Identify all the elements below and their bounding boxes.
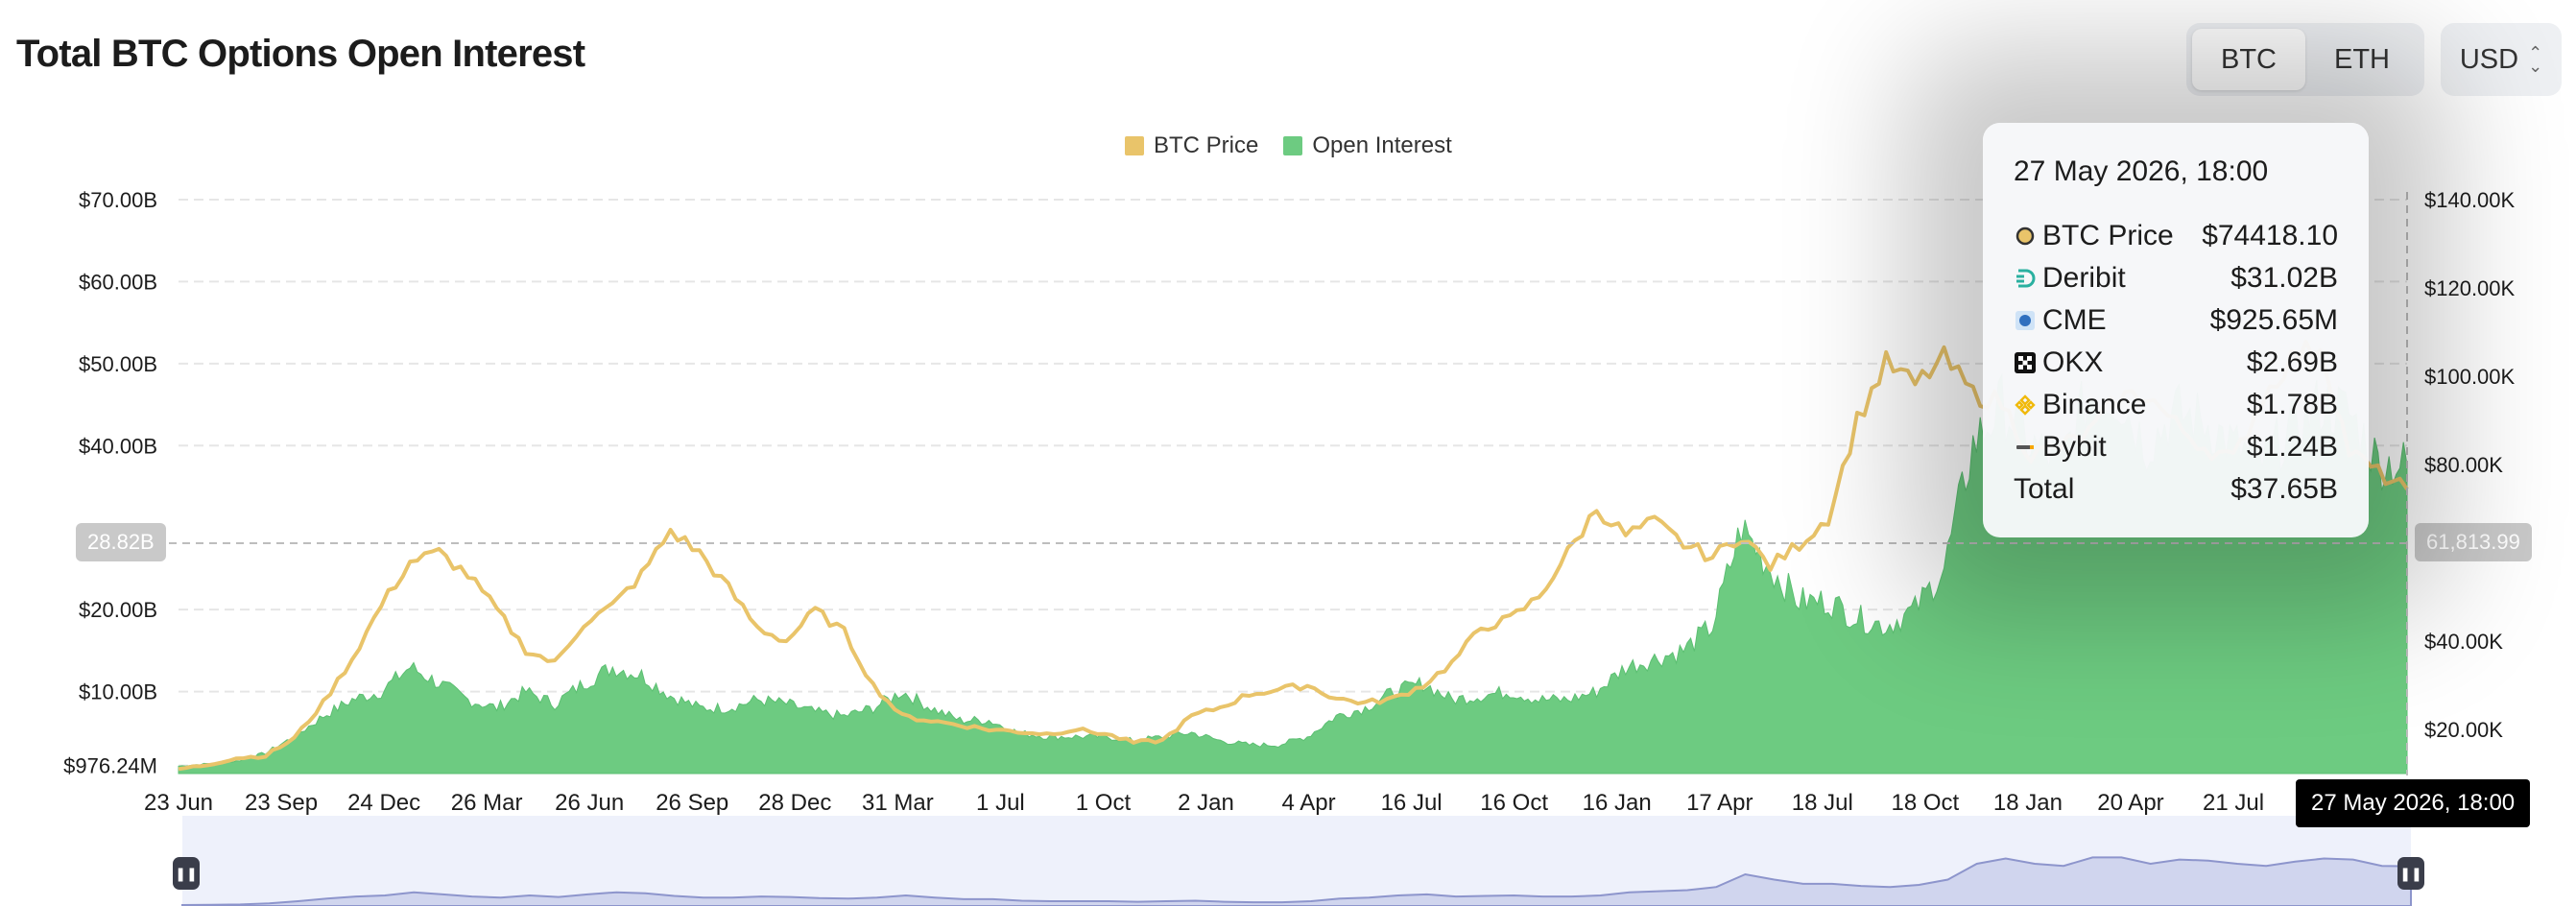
x-tick-label: 18 Jul	[1792, 790, 1853, 816]
tooltip-row-total: Total $37.65B	[2014, 468, 2338, 511]
navigator-line	[181, 856, 2412, 906]
deribit-icon	[2014, 267, 2037, 290]
x-tick-label: 26 Sep	[656, 790, 728, 816]
y-right-tick-label: $120.00K	[2424, 276, 2516, 300]
cme-icon	[2014, 309, 2037, 332]
crosshair-left-value: 28.82B	[76, 523, 166, 561]
tooltip-row-bybit: Bybit $1.24B	[2014, 426, 2338, 468]
x-tick-label: 23 Sep	[245, 790, 318, 816]
tooltip-value: $2.69B	[2246, 346, 2338, 378]
tooltip-label: Deribit	[2042, 262, 2126, 294]
x-tick-label: 28 Dec	[758, 790, 831, 816]
tooltip-label: Total	[2014, 473, 2075, 505]
tooltip-label: Binance	[2042, 389, 2147, 420]
y-left-tick-label: $10.00B	[79, 680, 157, 704]
tooltip-value: $74418.10	[2202, 220, 2338, 251]
x-tick-label: 20 Apr	[2097, 790, 2163, 816]
y-left-tick-label: $70.00B	[79, 188, 157, 212]
x-tick-label: 24 Dec	[347, 790, 420, 816]
x-tick-label: 16 Oct	[1480, 790, 1548, 816]
tooltip-date: 27 May 2026, 18:00	[2014, 155, 2269, 187]
x-tick-label: 2 Jan	[1178, 790, 1234, 816]
x-tick-label: 26 Mar	[451, 790, 523, 816]
tooltip-label: Bybit	[2042, 431, 2107, 463]
tooltip-row-deribit: Deribit $31.02B	[2014, 257, 2338, 299]
bybit-icon	[2014, 436, 2037, 459]
x-tick-label: 16 Jan	[1583, 790, 1652, 816]
chart-tooltip: 27 May 2026, 18:00 BTC Price $74418.10 D…	[1983, 123, 2369, 537]
x-tick-label: 17 Apr	[1686, 790, 1753, 816]
y-left-tick-label: $50.00B	[79, 352, 157, 376]
crosshair-right-value: 61,813.99	[2415, 523, 2532, 561]
y-right-tick-label: $20.00K	[2424, 718, 2503, 742]
asset-option-btc[interactable]: BTC	[2192, 29, 2305, 90]
x-tick-label: 26 Jun	[555, 790, 624, 816]
tooltip-value: $31.02B	[2230, 262, 2338, 294]
tooltip-row-cme: CME $925.65M	[2014, 299, 2338, 342]
x-tick-label: 18 Jan	[1993, 790, 2063, 816]
tooltip-value: $925.65M	[2209, 304, 2338, 336]
x-tick-label: 4 Apr	[1282, 790, 1336, 816]
x-tick-label: 18 Oct	[1892, 790, 1960, 816]
x-tick-label: 1 Jul	[976, 790, 1025, 816]
chart-legend: BTC Price Open Interest	[1125, 132, 1452, 159]
legend-item-open-interest[interactable]: Open Interest	[1283, 132, 1452, 159]
tooltip-label: CME	[2042, 304, 2107, 336]
legend-item-btc-price[interactable]: BTC Price	[1125, 132, 1258, 159]
y-right-tick-label: $140.00K	[2424, 188, 2516, 212]
x-tick-label: 1 Oct	[1076, 790, 1132, 816]
tooltip-row-okx: OKX $2.69B	[2014, 342, 2338, 384]
tooltip-label: BTC Price	[2042, 220, 2174, 251]
okx-icon	[2014, 351, 2037, 374]
tooltip-row-btc-price: BTC Price $74418.10	[2014, 215, 2338, 257]
asset-option-eth[interactable]: ETH	[2334, 43, 2390, 75]
tooltip-value: $1.78B	[2246, 389, 2338, 420]
tooltip-value: $37.65B	[2230, 473, 2338, 505]
navigator-right-handle[interactable]: ❚❚	[2397, 857, 2424, 890]
legend-label-open-interest: Open Interest	[1312, 132, 1452, 158]
chevron-up-down-icon: ⌃ ⌄	[2528, 43, 2543, 76]
x-tick-label: 16 Jul	[1381, 790, 1443, 816]
crosshair-x-label: 27 May 2026, 18:00	[2296, 779, 2531, 827]
y-left-tick-label: $20.00B	[79, 598, 157, 622]
x-tick-label: 23 Jun	[144, 790, 213, 816]
legend-label-btc-price: BTC Price	[1154, 132, 1259, 158]
legend-swatch-open-interest	[1283, 136, 1303, 155]
x-tick-label: 31 Mar	[862, 790, 934, 816]
tooltip-label: OKX	[2042, 346, 2104, 378]
tooltip-value: $1.24B	[2246, 431, 2338, 463]
currency-select[interactable]: USD ⌃ ⌄	[2441, 23, 2562, 96]
btc-price-dot-icon	[2014, 225, 2037, 248]
y-right-tick-label: $100.00K	[2424, 365, 2516, 389]
navigator-background[interactable]	[182, 816, 2411, 906]
x-tick-label: 21 Jul	[2203, 790, 2264, 816]
y-left-tick-label: $976.24M	[63, 754, 157, 778]
navigator-left-handle[interactable]: ❚❚	[173, 857, 200, 890]
page-title: Total BTC Options Open Interest	[16, 33, 585, 75]
binance-icon	[2014, 393, 2037, 417]
currency-value: USD	[2459, 43, 2519, 75]
asset-toggle: BTC ETH	[2186, 23, 2424, 96]
tooltip-row-binance: Binance $1.78B	[2014, 384, 2338, 426]
y-right-tick-label: $80.00K	[2424, 453, 2503, 477]
y-right-tick-label: $40.00K	[2424, 630, 2503, 654]
y-left-tick-label: $40.00B	[79, 434, 157, 458]
y-left-tick-label: $60.00B	[79, 270, 157, 294]
legend-swatch-btc-price	[1125, 136, 1144, 155]
